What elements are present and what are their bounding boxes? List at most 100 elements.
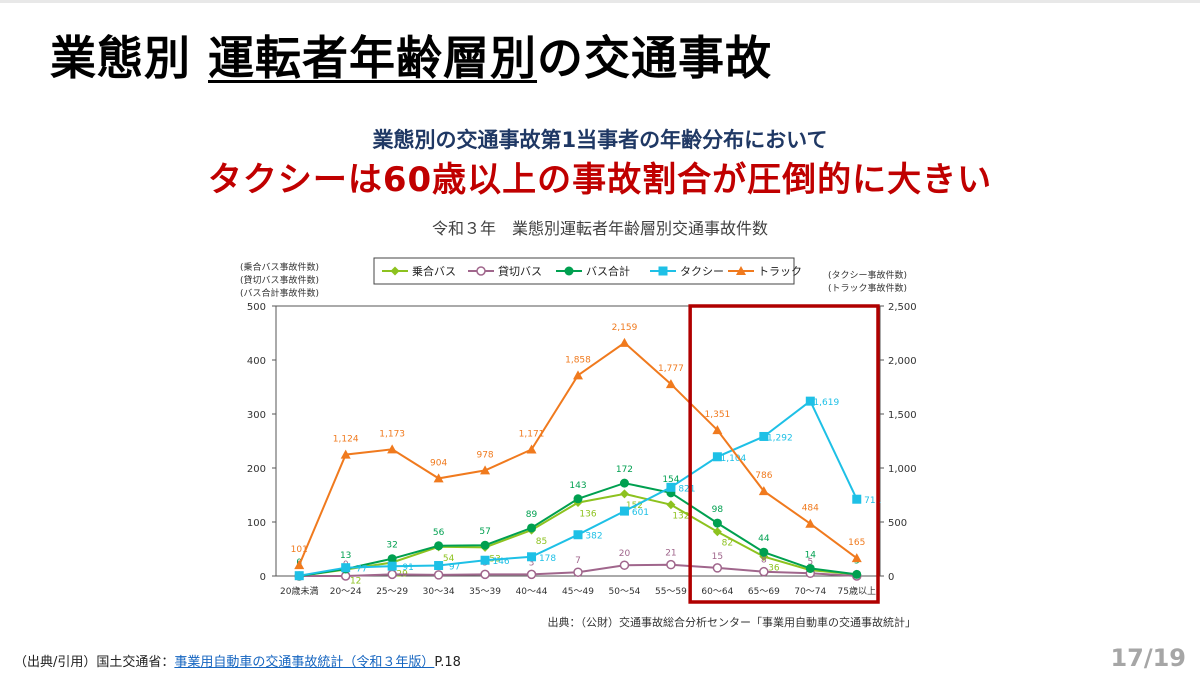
- data-label: 56: [433, 528, 445, 538]
- data-label: 54: [443, 554, 455, 564]
- data-label: 97: [449, 563, 460, 573]
- data-label: 821: [678, 484, 695, 494]
- data-label: 5: [807, 557, 813, 567]
- legend-marker: [476, 266, 486, 276]
- right-axis-label: (タクシー事故件数): [828, 269, 907, 281]
- legend-label: 貸切バス: [498, 264, 542, 278]
- data-point: [387, 569, 397, 580]
- data-label: 32: [386, 541, 397, 551]
- data-label: 601: [632, 508, 649, 518]
- data-label: 154: [662, 475, 679, 485]
- data-point: [480, 569, 490, 580]
- legend-label: トラック: [758, 265, 802, 278]
- data-point: [619, 560, 630, 570]
- data-label: 57: [479, 527, 490, 537]
- data-label: 91: [402, 563, 413, 573]
- data-point: [387, 444, 398, 454]
- data-point: [480, 555, 490, 565]
- data-point: [805, 396, 815, 406]
- data-label: 904: [430, 458, 447, 468]
- data-point: [805, 563, 815, 573]
- subtitle: 業態別の交通事故第1当事者の年齢分布において: [372, 128, 828, 152]
- data-label: 8: [761, 556, 767, 566]
- left-tick-label: 0: [260, 572, 266, 583]
- data-label: 1,171: [519, 430, 545, 440]
- data-point: [434, 561, 444, 571]
- right-tick-label: 1,500: [888, 410, 917, 421]
- page-title-underlined: 運転者年齢層別: [208, 31, 538, 85]
- data-label: 13: [340, 551, 351, 561]
- left-axis-label: (貸切バス事故件数): [240, 274, 319, 286]
- data-label: 1,351: [705, 410, 731, 420]
- data-label: 178: [539, 554, 556, 564]
- data-label: 1,858: [565, 355, 591, 365]
- data-label: 382: [585, 532, 602, 542]
- chart-title: 令和３年 業態別運転者年齢層別交通事故件数: [431, 219, 768, 238]
- data-point: [712, 518, 722, 528]
- x-tick-label: 65～69: [748, 587, 780, 597]
- data-point: [619, 478, 629, 488]
- data-label: 36: [768, 564, 780, 574]
- highlight-box: [688, 304, 880, 604]
- data-point: [387, 561, 397, 571]
- left-tick-label: 200: [247, 464, 266, 475]
- x-tick-label: 35～39: [469, 587, 501, 597]
- data-point: [480, 465, 491, 475]
- data-label: 12: [350, 577, 361, 587]
- data-label: 15: [712, 552, 723, 562]
- data-point: [852, 569, 862, 579]
- top-border: [0, 0, 1200, 3]
- data-point: [527, 523, 537, 533]
- data-point: [387, 554, 397, 564]
- data-label: 1,619: [813, 398, 839, 408]
- data-label: 21: [665, 549, 676, 559]
- data-label: 1,292: [767, 433, 793, 443]
- data-label: 978: [476, 450, 493, 460]
- right-tick-label: 1,000: [888, 464, 917, 475]
- data-label: 711: [864, 496, 881, 506]
- data-label: 1,777: [658, 364, 684, 374]
- data-label: 82: [722, 539, 733, 549]
- x-tick-label: 50～54: [609, 587, 641, 597]
- data-point: [294, 571, 304, 581]
- data-point: [666, 559, 676, 570]
- data-label: 44: [758, 534, 770, 544]
- data-point: [573, 567, 583, 577]
- legend-label: バス合計: [586, 264, 630, 278]
- legend-marker: [658, 266, 668, 276]
- data-label: 1,104: [721, 454, 747, 464]
- data-point: [527, 552, 537, 562]
- data-point: [852, 494, 862, 504]
- data-label: 77: [356, 565, 367, 575]
- left-axis-label: (バス合計事故件数): [240, 287, 319, 299]
- data-label: 101: [291, 545, 308, 555]
- data-point: [758, 486, 769, 496]
- data-point: [619, 489, 629, 499]
- data-label: 484: [802, 504, 819, 514]
- data-label: 1,173: [379, 429, 405, 439]
- legend-label: 乗合バス: [412, 264, 456, 278]
- data-point: [526, 569, 537, 580]
- footer-citation: （出典/引用）国土交通省：事業用自動車の交通事故統計（令和３年版）P.18: [14, 655, 461, 670]
- x-tick-label: 20～24: [330, 587, 362, 597]
- right-tick-label: 500: [888, 518, 907, 529]
- page-number: 17/19: [1110, 644, 1186, 672]
- legend-marker: [390, 266, 400, 276]
- chart-source: 出典：（公財）交通事故総合分析センター「事業用自動車の交通事故統計」: [548, 615, 917, 629]
- data-point: [805, 518, 816, 528]
- data-point: [665, 379, 676, 389]
- data-label: 136: [579, 510, 596, 520]
- right-tick-label: 2,000: [888, 356, 917, 367]
- x-tick-label: 60～64: [701, 587, 733, 597]
- x-tick-label: 45～49: [562, 587, 594, 597]
- page-title: 業態別 運転者年齢層別の交通事故: [50, 31, 773, 85]
- data-label: 14: [805, 550, 817, 560]
- left-tick-label: 300: [247, 410, 266, 421]
- source-link[interactable]: 事業用自動車の交通事故統計（令和３年版）: [174, 655, 435, 670]
- data-point: [759, 547, 769, 557]
- data-point: [573, 370, 583, 380]
- right-tick-label: 2,500: [888, 302, 917, 313]
- data-point: [341, 563, 351, 573]
- data-point: [480, 540, 490, 550]
- data-point: [712, 425, 723, 435]
